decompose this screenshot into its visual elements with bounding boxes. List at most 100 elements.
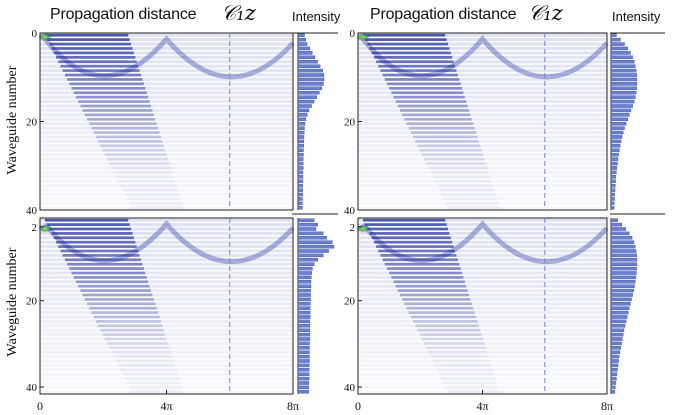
intensity-bar: [297, 288, 311, 293]
heatmap-streak: [58, 245, 137, 248]
heatmap-streak: [430, 355, 489, 358]
heatmap-row: [358, 223, 607, 227]
heatmap-row: [40, 236, 293, 240]
heatmap-streak: [100, 328, 164, 332]
heatmap-row: [40, 126, 293, 130]
intensity-bar: [610, 64, 636, 68]
intensity-bar: [610, 104, 633, 108]
heatmap-row: [40, 161, 293, 166]
intensity-bar: [610, 363, 619, 368]
intensity-bar: [297, 197, 303, 201]
heatmap-streak: [421, 337, 484, 341]
heatmap-streak: [363, 218, 446, 222]
intensity-bar: [297, 306, 311, 310]
heatmap-row: [358, 179, 607, 183]
intensity-bar: [610, 33, 617, 37]
heatmap-row: [40, 166, 293, 170]
intensity-bar: [297, 121, 306, 126]
intensity-bar: [297, 77, 325, 82]
heatmap-streak: [382, 258, 458, 262]
intensity-bar: [610, 95, 636, 99]
heatmap-row: [40, 42, 293, 46]
heatmap-row: [40, 86, 293, 90]
heatmap-row: [358, 346, 607, 350]
intensity-bar: [610, 288, 634, 293]
heatmap-streak: [432, 175, 491, 179]
y-tick-label: 0: [32, 28, 38, 40]
heatmap-row: [358, 328, 607, 332]
heatmap-row: [358, 126, 607, 130]
heatmap-row: [40, 289, 293, 293]
intensity-bar: [610, 166, 618, 170]
heatmap-streak: [60, 64, 139, 68]
intensity-bar: [610, 240, 635, 244]
heatmap-row: [40, 372, 293, 376]
heatmap-row: [40, 293, 293, 297]
title-right: Propagation distance: [370, 6, 517, 23]
heatmap-streak: [428, 350, 488, 354]
intensity-bar: [610, 385, 616, 390]
heatmap-row: [358, 192, 607, 197]
panel-top-right: 0 20 40: [344, 28, 638, 217]
heatmap-row: [358, 33, 607, 37]
heatmap-streak: [109, 346, 170, 350]
heatmap-streak: [120, 368, 177, 372]
intensity-bar: [297, 42, 308, 46]
heatmap-row: [358, 86, 607, 90]
heatmap-row: [358, 324, 607, 328]
intensity-bar: [297, 170, 304, 175]
heatmap-streak: [64, 73, 142, 77]
intensity-bars: [610, 218, 638, 394]
heatmap-row: [358, 161, 607, 166]
heatmap-row: [358, 372, 607, 376]
intensity-bar: [297, 302, 311, 306]
heatmap-frame: [357, 217, 608, 395]
heatmap-streak: [98, 324, 163, 328]
heatmap-row: [40, 346, 293, 350]
heatmap-streak: [400, 293, 470, 297]
heatmap-row: [358, 175, 607, 179]
heatmap-row: [358, 280, 607, 284]
heatmap-streak: [102, 148, 166, 152]
intensity-bar: [610, 90, 637, 95]
heatmap-row: [358, 377, 607, 381]
heatmap-row: [40, 284, 293, 288]
y-tick-label: 40: [26, 382, 38, 394]
heatmap-row: [40, 33, 293, 37]
heatmap-row: [358, 319, 607, 323]
intensity-bar: [610, 197, 615, 201]
heatmap-revival-arc: [43, 35, 295, 80]
heatmap-row: [358, 355, 607, 359]
heatmap-streak: [78, 100, 150, 103]
heatmap-streak: [384, 262, 460, 266]
heatmap-streak: [53, 51, 134, 55]
heatmap-row: [358, 108, 607, 112]
intensity-bar: [610, 148, 620, 153]
intensity-bar: [610, 350, 621, 354]
heatmap-streak: [406, 306, 474, 310]
intensity-bar: [297, 332, 311, 337]
intensity-bar: [297, 218, 315, 222]
heatmap-row: [358, 144, 607, 148]
intensity-bar: [610, 175, 617, 179]
heatmap-row: [40, 100, 293, 104]
heatmap-streak: [443, 197, 498, 201]
heatmap-streak: [118, 179, 176, 183]
intensity-bar: [610, 341, 622, 346]
heatmap-row: [358, 262, 607, 266]
heatmap-streak: [389, 86, 463, 90]
symbol-right: 𝒞₁z: [528, 1, 563, 25]
heatmap-streak: [373, 56, 453, 59]
intensity-bar: [610, 376, 617, 381]
heatmap-row: [40, 104, 293, 108]
heatmap-streak: [404, 302, 472, 306]
heatmap-row: [358, 359, 607, 363]
heatmap-row: [358, 82, 607, 86]
heatmap-row: [40, 337, 293, 341]
heatmap-revival-arc: [361, 35, 609, 80]
intensity-bar: [610, 206, 615, 210]
intensity-bar: [610, 170, 617, 175]
heatmap-streak: [60, 249, 139, 253]
intensity-bars: [297, 218, 335, 394]
intensity-bar: [610, 135, 623, 139]
